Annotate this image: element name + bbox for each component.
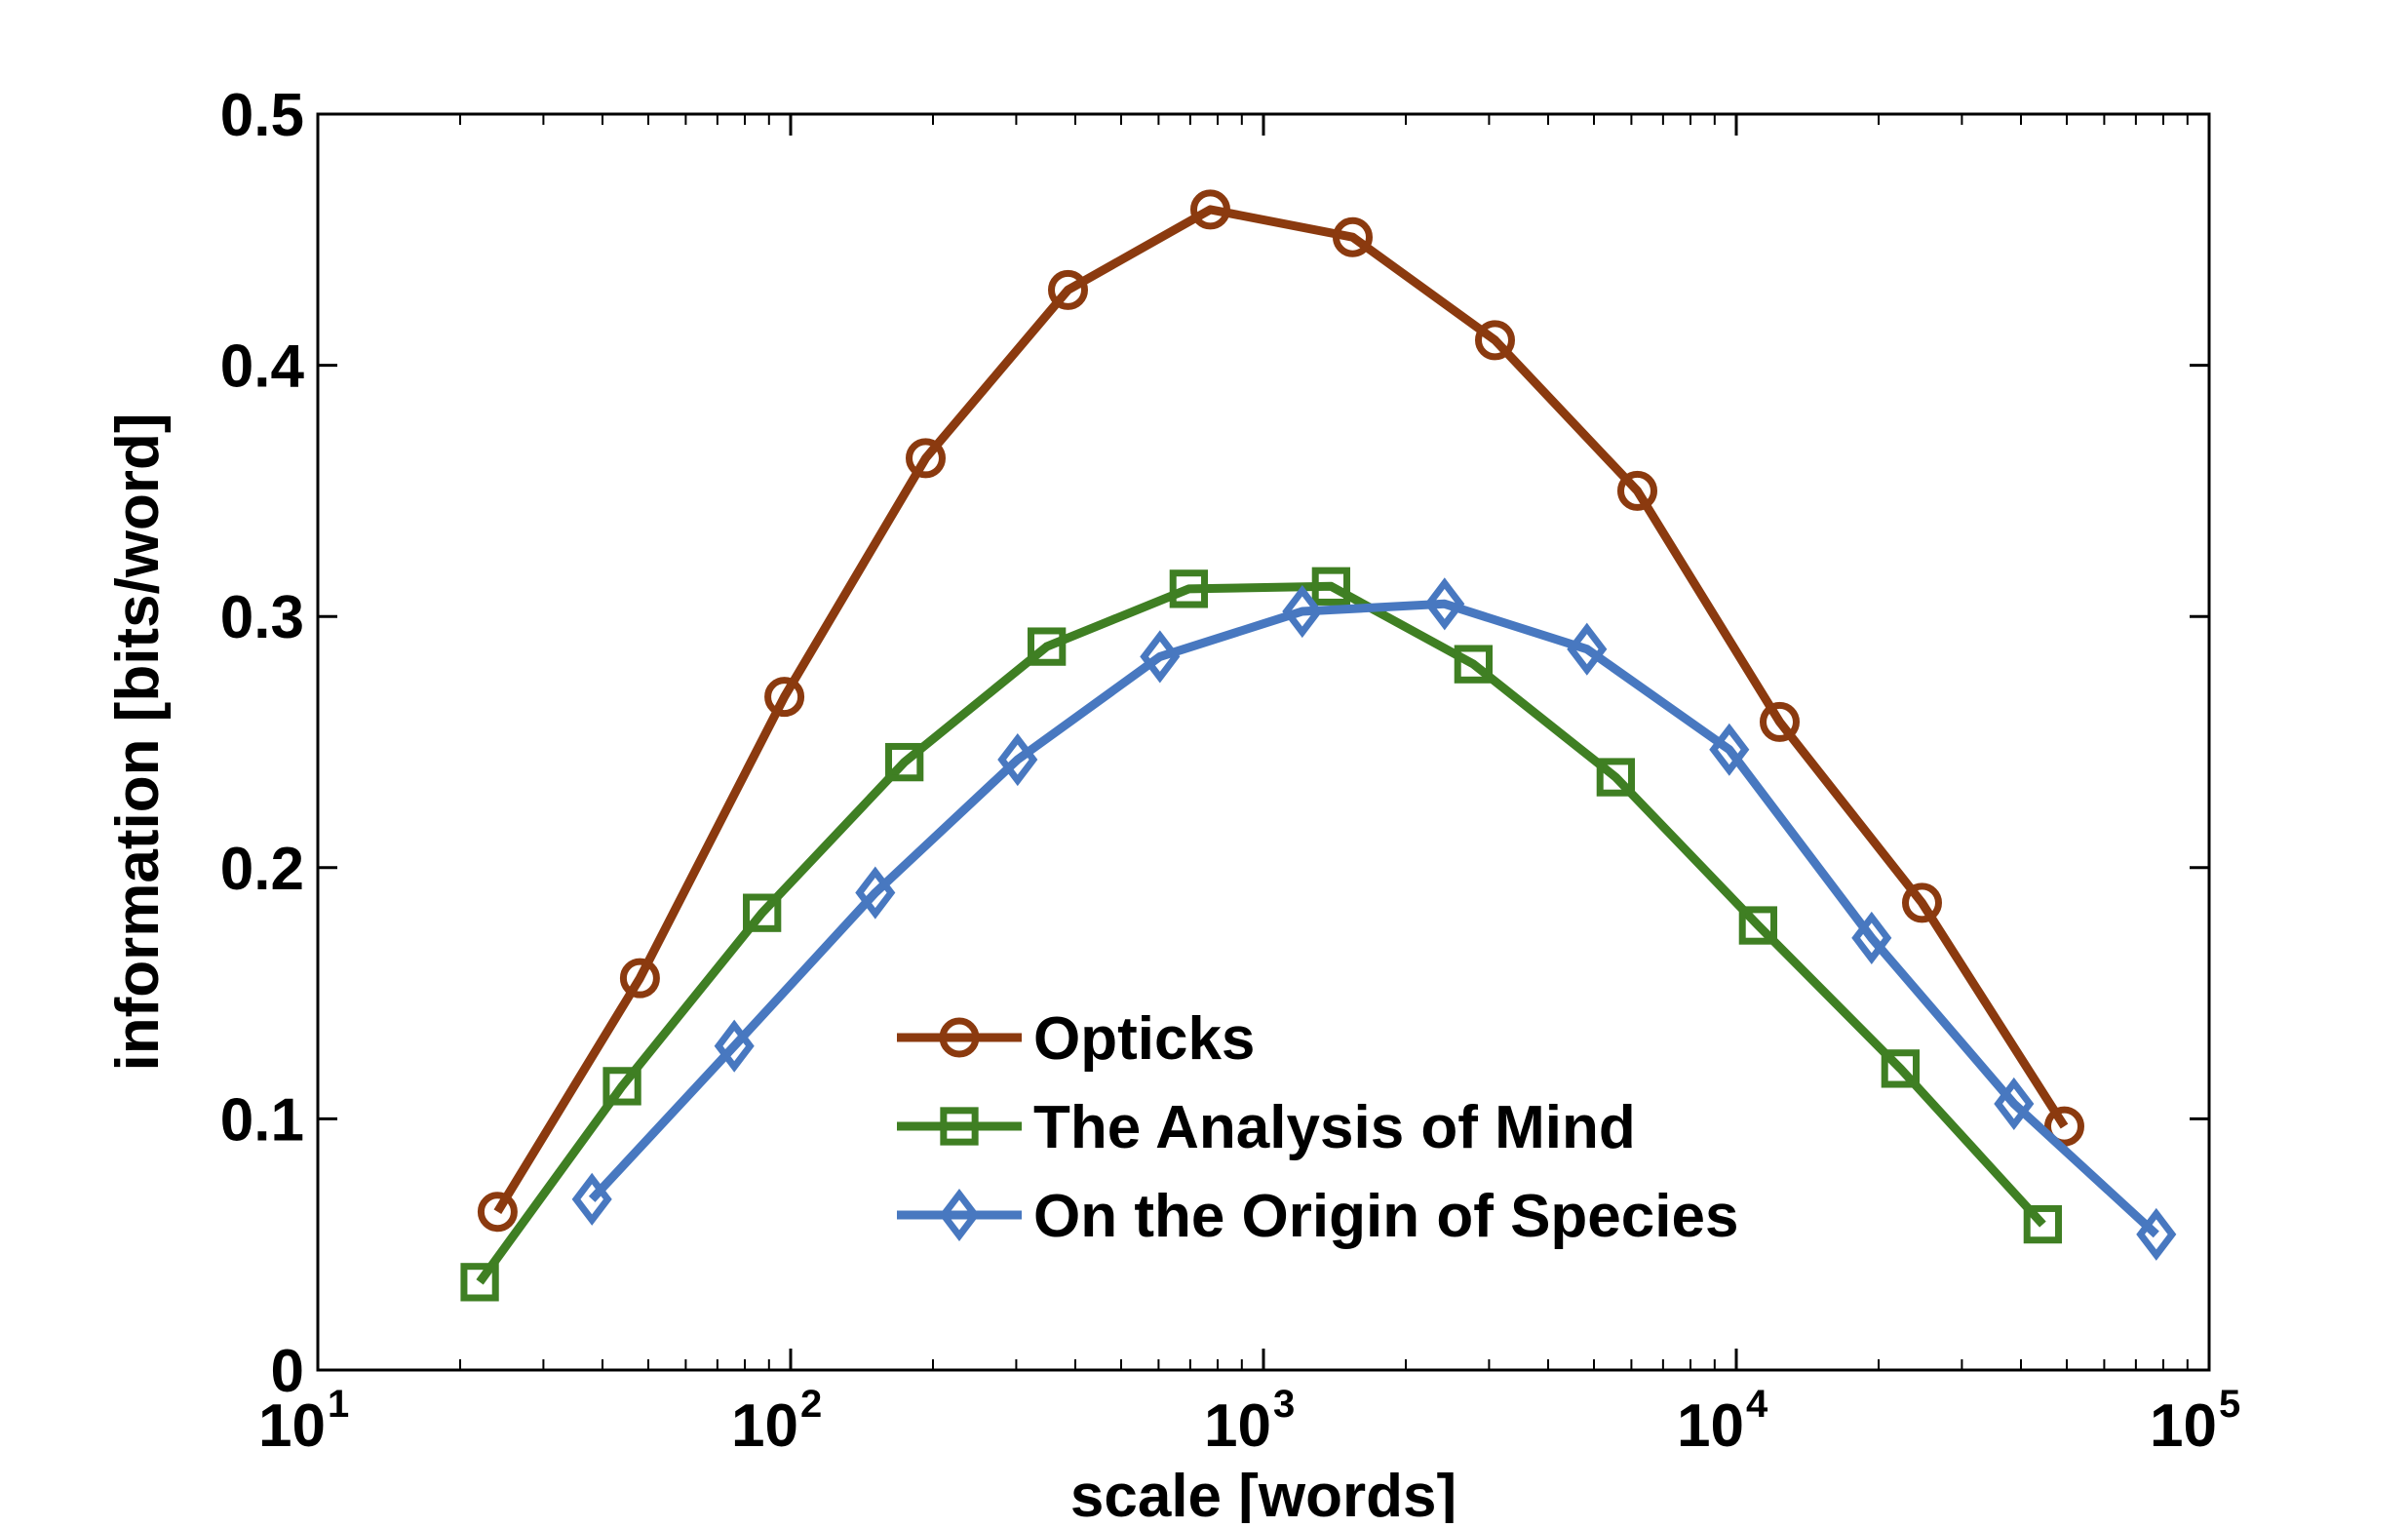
x-tick-label-exponent: 2 [800,1383,822,1426]
x-tick-label-base: 10 [731,1392,798,1460]
series-opticks [477,189,2084,1233]
series-the-analysis-of-mind [460,567,2063,1302]
series-line [588,599,2159,1238]
y-tick-label: 0.3 [220,584,304,651]
x-tick-label-base: 10 [2150,1392,2217,1460]
legend-marker [940,1107,979,1146]
data-point [1738,906,1778,945]
data-point [1901,882,1942,923]
data-point [1189,189,1230,230]
data-point [2023,1204,2063,1244]
legend-marker [939,1017,980,1058]
data-point [1709,723,1750,776]
series-line [493,205,2069,1215]
series-line [476,581,2046,1285]
y-axis-title: information [bits/word] [104,412,172,1071]
data-point [714,1019,755,1073]
data-point [1994,1077,2035,1130]
data-point [602,1067,641,1106]
legend-item: Opticks [897,1005,1255,1073]
data-point [477,1192,518,1233]
data-point [764,677,805,718]
data-point [1047,269,1088,310]
y-tick-label: 0.5 [220,82,304,149]
legend-marker [939,1188,980,1242]
axis-ticks: 00.10.20.30.40.510 1 10 2 10 3 10 4 10 5 [220,82,2240,1460]
data-point [1851,911,1892,964]
data-point [855,866,896,920]
series-on-the-origin-of-species [571,577,2177,1261]
data-point [2136,1207,2177,1261]
legend-label: The Analysis of Mind [1033,1094,1636,1161]
data-point [1311,567,1351,606]
series-layer [460,189,2177,1302]
legend-label: On the Origin of Species [1033,1183,1738,1250]
data-point [1332,216,1373,257]
x-tick-label-base: 10 [258,1392,326,1460]
data-point [1881,1049,1921,1088]
data-point [1282,585,1323,639]
y-tick-label: 0 [271,1338,304,1405]
x-tick-label-base: 10 [1677,1392,1744,1460]
y-tick-label: 0.2 [220,836,304,903]
data-point [905,438,946,479]
data-point [1028,627,1067,666]
data-point [743,893,782,932]
data-point [1140,630,1181,684]
data-point [2043,1106,2084,1147]
legend: Opticks The Analysis of Mind On the Origin… [897,1005,1738,1250]
data-point [1759,701,1800,742]
y-tick-label: 0.1 [220,1086,304,1154]
legend-item: The Analysis of Mind [897,1094,1636,1161]
legend-item: On the Origin of Species [897,1183,1738,1250]
data-point [619,958,660,999]
data-point [1424,577,1465,631]
data-point [460,1263,499,1302]
data-point [571,1172,612,1226]
x-tick-label-exponent: 4 [1746,1383,1768,1426]
x-tick-label-exponent: 1 [328,1383,349,1426]
data-point [1596,758,1636,797]
x-tick-label-exponent: 5 [2219,1383,2240,1426]
data-point [1567,622,1608,676]
legend-label: Opticks [1033,1005,1255,1073]
y-tick-label: 0.4 [220,333,305,401]
data-point [1454,645,1494,684]
data-point [997,732,1038,787]
x-tick-label-exponent: 3 [1273,1383,1295,1426]
x-axis-title: scale [words] [1070,1463,1456,1523]
data-point [1616,470,1657,511]
x-tick-label-base: 10 [1204,1392,1271,1460]
data-point [885,742,924,782]
data-point [1169,569,1209,608]
data-point [1474,320,1515,361]
